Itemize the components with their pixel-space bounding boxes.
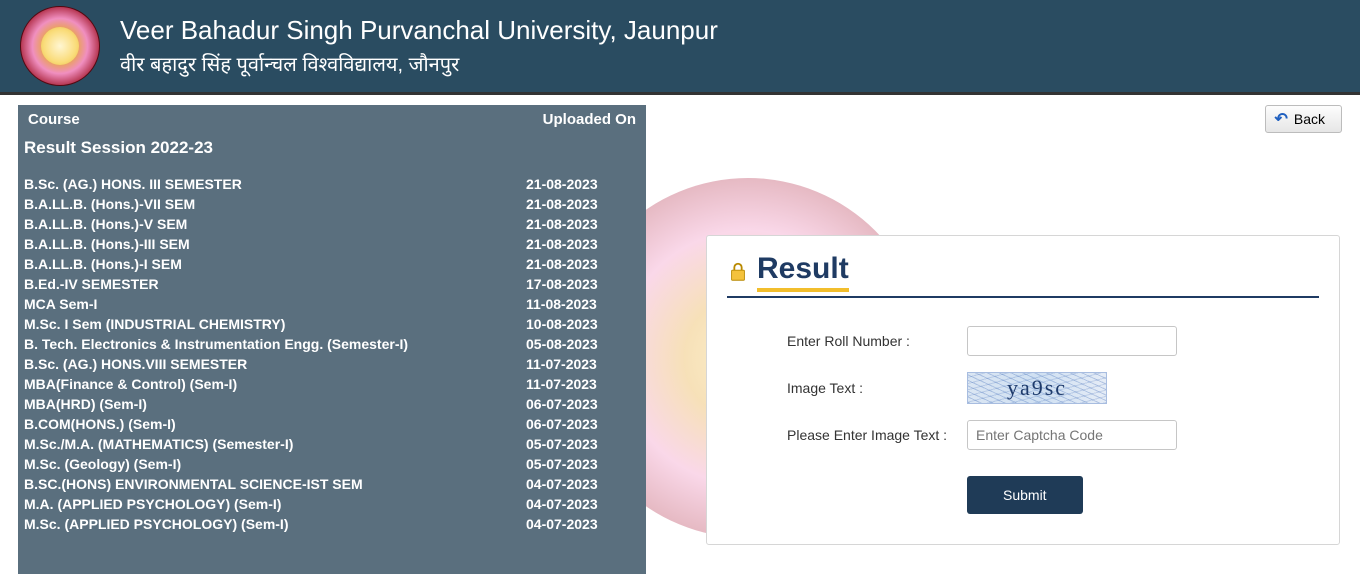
course-row[interactable]: MCA Sem-I11-08-2023 bbox=[18, 294, 646, 314]
course-name: B.A.LL.B. (Hons.)-VII SEM bbox=[24, 196, 526, 212]
roll-number-label: Enter Roll Number : bbox=[727, 333, 967, 349]
course-row[interactable]: MBA(HRD) (Sem-I)06-07-2023 bbox=[18, 394, 646, 414]
column-uploaded-on: Uploaded On bbox=[543, 111, 636, 128]
course-date: 21-08-2023 bbox=[526, 216, 636, 232]
course-date: 21-08-2023 bbox=[526, 256, 636, 272]
results-table-header: Course Uploaded On bbox=[18, 105, 646, 134]
course-name: B.Sc. (AG.) HONS.VIII SEMESTER bbox=[24, 356, 526, 372]
lock-icon bbox=[727, 261, 749, 283]
captcha-image: ya9sc bbox=[967, 372, 1107, 404]
course-name: B. Tech. Electronics & Instrumentation E… bbox=[24, 336, 526, 352]
course-name: M.Sc. (APPLIED PSYCHOLOGY) (Sem-I) bbox=[24, 516, 526, 532]
course-date: 21-08-2023 bbox=[526, 176, 636, 192]
course-row[interactable]: B.COM(HONS.) (Sem-I)06-07-2023 bbox=[18, 414, 646, 434]
course-name: M.Sc. I Sem (INDUSTRIAL CHEMISTRY) bbox=[24, 316, 526, 332]
image-text-label: Image Text : bbox=[727, 380, 967, 396]
course-date: 21-08-2023 bbox=[526, 236, 636, 252]
course-row[interactable]: M.Sc. I Sem (INDUSTRIAL CHEMISTRY)10-08-… bbox=[18, 314, 646, 334]
course-row[interactable]: B.A.LL.B. (Hons.)-I SEM21-08-2023 bbox=[18, 254, 646, 274]
back-arrow-icon: ↶ bbox=[1274, 109, 1287, 129]
course-name: B.A.LL.B. (Hons.)-V SEM bbox=[24, 216, 526, 232]
back-button[interactable]: ↶ Back bbox=[1265, 105, 1342, 133]
university-title-en: Veer Bahadur Singh Purvanchal University… bbox=[120, 15, 718, 46]
captcha-text: ya9sc bbox=[1007, 375, 1067, 401]
column-course: Course bbox=[28, 111, 80, 128]
university-logo bbox=[20, 6, 100, 86]
submit-button[interactable]: Submit bbox=[967, 476, 1083, 514]
course-date: 11-08-2023 bbox=[526, 296, 636, 312]
course-row[interactable]: M.A. (APPLIED PSYCHOLOGY) (Sem-I)04-07-2… bbox=[18, 494, 646, 514]
course-row[interactable]: B.A.LL.B. (Hons.)-VII SEM21-08-2023 bbox=[18, 194, 646, 214]
course-date: 05-08-2023 bbox=[526, 336, 636, 352]
course-date: 05-07-2023 bbox=[526, 436, 636, 452]
header-text-block: Veer Bahadur Singh Purvanchal University… bbox=[120, 15, 718, 77]
course-name: M.Sc. (Geology) (Sem-I) bbox=[24, 456, 526, 472]
roll-number-input[interactable] bbox=[967, 326, 1177, 356]
course-date: 04-07-2023 bbox=[526, 516, 636, 532]
course-row[interactable]: B. Tech. Electronics & Instrumentation E… bbox=[18, 334, 646, 354]
course-date: 04-07-2023 bbox=[526, 496, 636, 512]
course-date: 21-08-2023 bbox=[526, 196, 636, 212]
course-date: 10-08-2023 bbox=[526, 316, 636, 332]
course-date: 06-07-2023 bbox=[526, 416, 636, 432]
university-title-hi: वीर बहादुर सिंह पूर्वान्चल विश्वविद्यालय… bbox=[120, 50, 718, 77]
course-name: MBA(HRD) (Sem-I) bbox=[24, 396, 526, 412]
back-button-label: Back bbox=[1294, 111, 1325, 127]
course-name: B.COM(HONS.) (Sem-I) bbox=[24, 416, 526, 432]
session-title: Result Session 2022-23 bbox=[18, 134, 646, 174]
course-row[interactable]: M.Sc. (APPLIED PSYCHOLOGY) (Sem-I)04-07-… bbox=[18, 514, 646, 534]
course-row[interactable]: B.Sc. (AG.) HONS. III SEMESTER21-08-2023 bbox=[18, 174, 646, 194]
course-name: MCA Sem-I bbox=[24, 296, 526, 312]
course-row[interactable]: B.A.LL.B. (Hons.)-V SEM21-08-2023 bbox=[18, 214, 646, 234]
course-row[interactable]: B.A.LL.B. (Hons.)-III SEM21-08-2023 bbox=[18, 234, 646, 254]
results-list-panel: Course Uploaded On Result Session 2022-2… bbox=[18, 105, 646, 574]
course-date: 04-07-2023 bbox=[526, 476, 636, 492]
course-row[interactable]: B.SC.(HONS) ENVIRONMENTAL SCIENCE-IST SE… bbox=[18, 474, 646, 494]
result-form-card: Result Enter Roll Number : Image Text : … bbox=[706, 235, 1340, 545]
course-row[interactable]: M.Sc. (Geology) (Sem-I)05-07-2023 bbox=[18, 454, 646, 474]
course-date: 11-07-2023 bbox=[526, 356, 636, 372]
course-date: 17-08-2023 bbox=[526, 276, 636, 292]
course-name: M.A. (APPLIED PSYCHOLOGY) (Sem-I) bbox=[24, 496, 526, 512]
course-date: 05-07-2023 bbox=[526, 456, 636, 472]
results-scroll-area[interactable]: Result Session 2022-23 B.Sc. (AG.) HONS.… bbox=[18, 134, 646, 574]
course-name: MBA(Finance & Control) (Sem-I) bbox=[24, 376, 526, 392]
captcha-input-label: Please Enter Image Text : bbox=[727, 427, 967, 443]
course-row[interactable]: MBA(Finance & Control) (Sem-I)11-07-2023 bbox=[18, 374, 646, 394]
course-date: 06-07-2023 bbox=[526, 396, 636, 412]
course-name: B.A.LL.B. (Hons.)-III SEM bbox=[24, 236, 526, 252]
result-title: Result bbox=[757, 252, 849, 292]
course-name: B.Ed.-IV SEMESTER bbox=[24, 276, 526, 292]
course-row[interactable]: M.Sc./M.A. (MATHEMATICS) (Semester-I)05-… bbox=[18, 434, 646, 454]
captcha-input[interactable] bbox=[967, 420, 1177, 450]
page-header: Veer Bahadur Singh Purvanchal University… bbox=[0, 0, 1360, 95]
course-name: B.A.LL.B. (Hons.)-I SEM bbox=[24, 256, 526, 272]
course-name: M.Sc./M.A. (MATHEMATICS) (Semester-I) bbox=[24, 436, 526, 452]
course-row[interactable]: B.Ed.-IV SEMESTER17-08-2023 bbox=[18, 274, 646, 294]
course-name: B.SC.(HONS) ENVIRONMENTAL SCIENCE-IST SE… bbox=[24, 476, 526, 492]
course-row[interactable]: B.Sc. (AG.) HONS.VIII SEMESTER11-07-2023 bbox=[18, 354, 646, 374]
course-date: 11-07-2023 bbox=[526, 376, 636, 392]
course-name: B.Sc. (AG.) HONS. III SEMESTER bbox=[24, 176, 526, 192]
